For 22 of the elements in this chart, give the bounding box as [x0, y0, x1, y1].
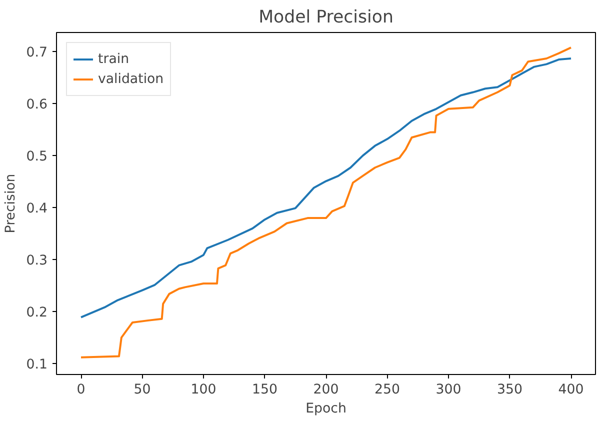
- x-tick-label: 350: [497, 382, 522, 398]
- y-tick-label: 0.4: [26, 202, 48, 217]
- x-axis-title: Epoch: [306, 402, 346, 416]
- legend-label: train: [98, 52, 130, 66]
- x-tick-label: 100: [190, 382, 216, 398]
- chart-title: Model Precision: [258, 8, 394, 28]
- line-series: [80, 46, 572, 358]
- x-tick-label: 400: [558, 382, 584, 398]
- x-tick-label: 0: [76, 382, 86, 398]
- y-tick-label: 0.3: [26, 254, 48, 269]
- y-tick-label: 0.7: [26, 46, 48, 61]
- y-axis-title: Precision: [3, 174, 18, 234]
- y-tick-label: 0.6: [26, 98, 48, 113]
- x-tick-label: 200: [313, 382, 339, 398]
- x-tick-label: 150: [252, 382, 278, 398]
- x-tick-label: 50: [134, 382, 151, 398]
- y-tick-label: 0.1: [26, 358, 48, 373]
- x-tick-label: 300: [436, 382, 462, 398]
- x-tick-label: 250: [374, 382, 400, 398]
- y-tick-label: 0.5: [26, 150, 48, 165]
- y-tick-label: 0.2: [26, 306, 48, 321]
- legend-label: validation: [98, 72, 164, 86]
